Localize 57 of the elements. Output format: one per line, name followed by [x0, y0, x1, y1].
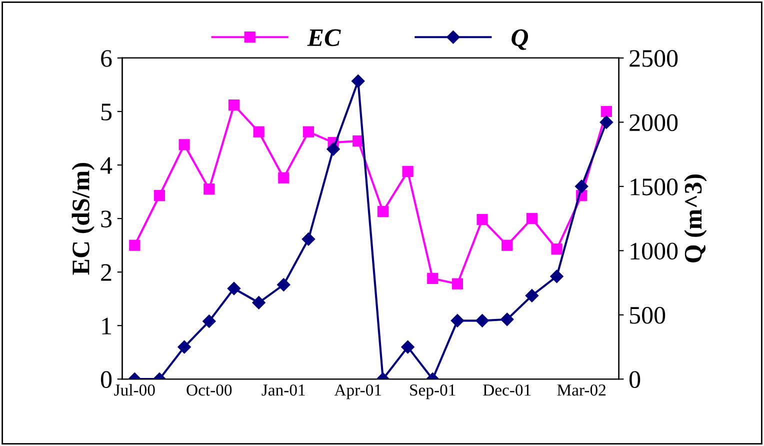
point	[452, 278, 463, 290]
y2-tick-label: 2500	[630, 50, 678, 67]
point	[302, 232, 316, 246]
y2-axis-title: Q (m^3)	[684, 174, 707, 262]
y-axis-title: EC (dS/m)	[72, 163, 94, 275]
point	[525, 289, 539, 302]
point	[202, 314, 216, 328]
x-tick-label: Apr-01	[334, 384, 382, 400]
y-tick-label: 4	[100, 157, 112, 174]
y-tick-label: 6	[101, 50, 112, 67]
x-tick-label: Mar-02	[557, 384, 606, 396]
point	[154, 190, 166, 202]
point	[550, 270, 564, 283]
point	[450, 314, 464, 328]
point	[401, 340, 414, 354]
point	[278, 172, 290, 184]
x-tick-label: Jul-00	[114, 384, 155, 396]
y-tick-label: 2	[101, 264, 112, 281]
y2-tick-label: 2000	[630, 114, 678, 132]
y-tick-label: 1	[102, 318, 112, 334]
point	[129, 240, 140, 251]
point	[227, 282, 241, 296]
y2-tick-label: 0	[630, 371, 640, 388]
x-tick-label: Sep-01	[410, 384, 456, 400]
point	[600, 106, 612, 118]
point	[204, 184, 215, 195]
legend-label: EC	[307, 29, 341, 46]
point	[178, 340, 191, 354]
y-tick-label: 3	[101, 210, 112, 228]
point	[526, 212, 538, 224]
x-tick-label: Jan-01	[262, 384, 305, 396]
point	[253, 126, 264, 138]
point	[326, 142, 340, 156]
point	[277, 278, 290, 292]
x-tick-label: Dec-01	[483, 384, 531, 396]
point	[600, 116, 614, 129]
point	[402, 166, 414, 177]
point	[476, 214, 488, 226]
y2-tick-label: 1500	[630, 178, 678, 196]
legend-label: Q	[512, 29, 528, 50]
point	[178, 139, 190, 150]
point	[476, 314, 489, 328]
y-tick-label: 5	[101, 104, 112, 120]
x-tick-label: Oct-00	[186, 384, 232, 396]
point	[302, 126, 314, 138]
y2-tick-label: 1000	[630, 242, 678, 260]
point	[252, 296, 266, 310]
y2-tick-label: 500	[630, 306, 666, 324]
point	[551, 243, 562, 255]
point	[352, 74, 365, 88]
point	[427, 272, 438, 284]
point	[502, 240, 513, 251]
point	[377, 206, 389, 218]
point	[228, 100, 240, 111]
point	[500, 312, 514, 326]
point	[575, 180, 588, 194]
y-tick-label: 0	[100, 371, 112, 388]
